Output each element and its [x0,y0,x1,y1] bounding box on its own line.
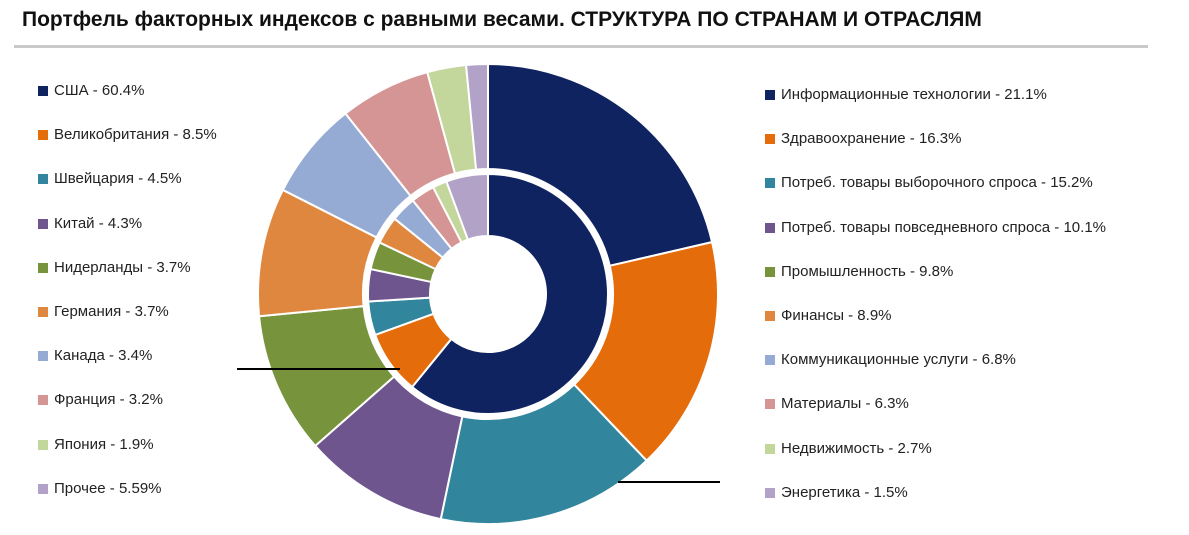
sector-slice-здравоохранение [572,240,719,463]
legend-swatch [38,218,48,229]
legend-label: Великобритания - 8.5% [54,126,217,144]
sector-slice-потреб-товары-выборочного-спроса [439,383,648,525]
inner-ring-countries [367,172,609,415]
country-slice-прочее [445,172,489,241]
legend-label: Коммуникационные услуги - 6.8% [781,351,1016,369]
legend-label: Финансы - 8.9% [781,306,892,324]
country-legend-япония: Япония - 1.9% [38,436,217,480]
legend-swatch [38,306,48,317]
legend-swatch [765,355,775,366]
legend-label: Промышленность - 9.8% [781,262,954,280]
legend-swatch [765,222,775,233]
legend-swatch [765,266,775,277]
sector-legend-финансы: Финансы - 8.9% [765,307,1106,351]
country-legend-великобритания: Великобритания - 8.5% [38,126,217,170]
legend-swatch [38,351,48,362]
legend-label: Нидерланды - 3.7% [54,258,191,276]
legend-label: Потреб. товары выборочного спроса - 15.2… [781,174,1093,192]
legend-label: Прочее - 5.59% [54,479,162,497]
country-legend-канада: Канада - 3.4% [38,347,217,391]
legend-swatch [38,262,48,273]
legend-label: Энергетика - 1.5% [781,483,908,501]
country-legend-китай: Китай - 4.3% [38,215,217,259]
sector-legend-коммуникационные-услуги: Коммуникационные услуги - 6.8% [765,351,1106,395]
sector-legend-потреб-товары-повседневного-спроса: Потреб. товары повседневного спроса - 10… [765,219,1106,263]
legend-label: Франция - 3.2% [54,391,163,409]
legend-countries: США - 60.4% Великобритания - 8.5% Швейцари… [38,82,217,524]
legend-sectors: Информационные технологии - 21.1% Здравоо… [765,86,1106,528]
outer-ring-sectors [257,62,719,525]
legend-swatch [38,483,48,494]
title-divider [14,45,1148,48]
legend-swatch [765,443,775,454]
legend-swatch [38,130,48,141]
legend-label: Потреб. товары повседневного спроса - 10… [781,218,1106,236]
legend-label: Информационные технологии - 21.1% [781,86,1047,103]
country-legend-германия: Германия - 3.7% [38,303,217,347]
legend-swatch [765,399,775,410]
sector-slice-энергетика [464,62,489,171]
sector-legend-информационные-технологии: Информационные технологии - 21.1% [765,86,1106,130]
legend-label: Китай - 4.3% [54,214,143,232]
country-legend-франция: Франция - 3.2% [38,391,217,435]
sector-legend-энергетика: Энергетика - 1.5% [765,484,1106,528]
legend-swatch [38,174,48,185]
legend-label: Здравоохранение - 16.3% [781,130,962,148]
sector-legend-здравоохранение: Здравоохранение - 16.3% [765,130,1106,174]
legend-swatch [38,395,48,406]
legend-swatch [38,439,48,450]
country-legend-прочее: Прочее - 5.59% [38,480,217,524]
legend-swatch [765,487,775,498]
sector-legend-недвижимость: Недвижимость - 2.7% [765,440,1106,484]
legend-swatch [765,90,775,100]
legend-swatch [765,310,775,321]
legend-label: Недвижимость - 2.7% [781,439,932,457]
sector-legend-материалы: Материалы - 6.3% [765,395,1106,439]
chart-title: Портфель факторных индексов с равными ве… [22,8,982,31]
legend-label: Германия - 3.7% [54,302,169,320]
country-legend-сша: США - 60.4% [38,82,217,126]
sector-legend-потреб-товары-выборочного-спроса: Потреб. товары выборочного спроса - 15.2… [765,174,1106,218]
legend-label: Швейцария - 4.5% [54,170,182,188]
legend-swatch [765,134,775,145]
legend-swatch [765,178,775,189]
legend-label: Канада - 3.4% [54,347,153,365]
country-legend-швейцария: Швейцария - 4.5% [38,170,217,214]
sector-slice-информационные-технологии [487,62,714,267]
legend-swatch [38,86,48,96]
sector-legend-промышленность: Промышленность - 9.8% [765,263,1106,307]
country-legend-нидерланды: Нидерланды - 3.7% [38,259,217,303]
legend-label: США - 60.4% [54,82,145,99]
legend-label: Япония - 1.9% [54,435,154,453]
legend-label: Материалы - 6.3% [781,395,909,413]
country-slice-сша [410,172,609,415]
